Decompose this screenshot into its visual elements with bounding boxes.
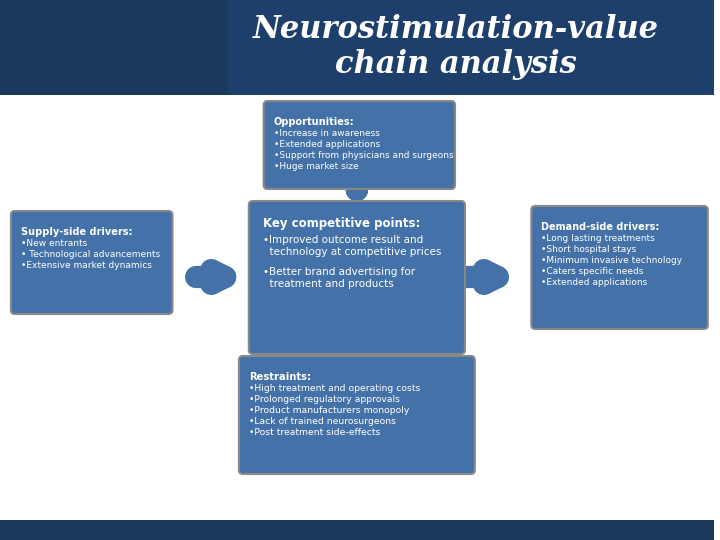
Text: •High treatment and operating costs: •High treatment and operating costs	[249, 384, 420, 393]
FancyBboxPatch shape	[0, 520, 714, 540]
FancyBboxPatch shape	[531, 206, 708, 329]
Text: •Better brand advertising for
  treatment and products: •Better brand advertising for treatment …	[263, 267, 415, 288]
Text: Restraints:: Restraints:	[249, 372, 311, 382]
FancyBboxPatch shape	[228, 0, 714, 95]
Text: •Lack of trained neurosurgeons: •Lack of trained neurosurgeons	[249, 417, 396, 426]
Text: Opportunities:: Opportunities:	[274, 117, 354, 127]
FancyBboxPatch shape	[264, 101, 455, 189]
Text: •Increase in awareness: •Increase in awareness	[274, 129, 379, 138]
Text: •Extended applications: •Extended applications	[274, 140, 380, 149]
Text: • Technological advancements: • Technological advancements	[21, 250, 160, 259]
Text: •Caters specific needs: •Caters specific needs	[541, 267, 644, 276]
FancyBboxPatch shape	[239, 356, 474, 474]
FancyBboxPatch shape	[0, 0, 714, 95]
Text: Supply-side drivers:: Supply-side drivers:	[21, 227, 132, 237]
FancyBboxPatch shape	[11, 211, 173, 314]
Text: •Huge market size: •Huge market size	[274, 162, 359, 171]
Text: •Improved outcome result and
  technology at competitive prices: •Improved outcome result and technology …	[263, 235, 441, 256]
Text: Neurostimulation-value
chain analysis: Neurostimulation-value chain analysis	[253, 14, 659, 80]
Text: •Minimum invasive technology: •Minimum invasive technology	[541, 256, 683, 265]
Text: •Support from physicians and surgeons: •Support from physicians and surgeons	[274, 151, 453, 160]
Text: •New entrants: •New entrants	[21, 239, 87, 248]
Text: Demand-side drivers:: Demand-side drivers:	[541, 222, 660, 232]
Text: •Long lasting treatments: •Long lasting treatments	[541, 234, 655, 243]
Text: •Product manufacturers monopoly: •Product manufacturers monopoly	[249, 406, 409, 415]
FancyBboxPatch shape	[249, 201, 465, 354]
Text: Key competitive points:: Key competitive points:	[263, 217, 420, 230]
Text: •Extended applications: •Extended applications	[541, 278, 647, 287]
Text: •Extensive market dynamics: •Extensive market dynamics	[21, 261, 152, 270]
Text: •Post treatment side-effects: •Post treatment side-effects	[249, 428, 380, 437]
Text: •Short hospital stays: •Short hospital stays	[541, 245, 636, 254]
Text: •Prolonged regulatory approvals: •Prolonged regulatory approvals	[249, 395, 400, 404]
